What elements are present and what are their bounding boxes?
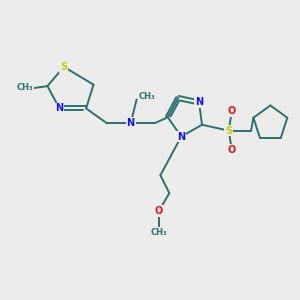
Text: N: N xyxy=(195,98,203,107)
Text: N: N xyxy=(177,132,185,142)
Text: S: S xyxy=(60,62,68,72)
Text: N: N xyxy=(55,103,63,113)
Text: CH₃: CH₃ xyxy=(139,92,155,101)
Text: O: O xyxy=(155,206,163,216)
Text: S: S xyxy=(225,126,232,136)
Text: N: N xyxy=(127,118,135,128)
Text: O: O xyxy=(228,106,236,116)
Text: CH₃: CH₃ xyxy=(17,83,34,92)
Text: CH₃: CH₃ xyxy=(151,228,167,237)
Text: O: O xyxy=(228,145,236,155)
